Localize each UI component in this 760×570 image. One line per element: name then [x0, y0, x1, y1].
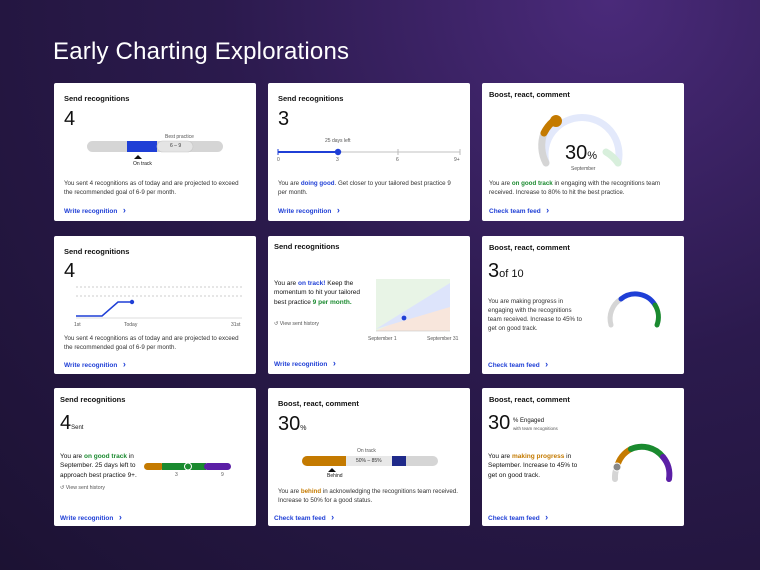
- card-title: Send recognitions: [278, 94, 344, 103]
- engagement-count: 3of 10: [488, 260, 524, 282]
- card-boost-segmented-arc: Boost, react, comment 30 % Engaged with …: [482, 388, 684, 526]
- write-recognition-link[interactable]: Write recognition: [60, 512, 122, 522]
- month-label: September: [571, 166, 596, 172]
- history-icon: ↺: [274, 321, 280, 327]
- view-history-link[interactable]: ↺ View sent history: [274, 321, 319, 327]
- recognition-count: 3: [278, 108, 290, 130]
- card-description: You sent 4 recognitions as of today and …: [64, 180, 239, 196]
- best-range: [156, 140, 194, 153]
- tick-label: 0: [277, 157, 280, 163]
- best-practice-label: Best practice: [165, 134, 194, 140]
- card-description: You are on good track in September. 25 d…: [60, 453, 137, 479]
- range-label: 50% – 85%: [356, 458, 382, 464]
- card-title: Send recognitions: [64, 247, 130, 256]
- marker-arrow: [134, 155, 142, 159]
- axis-label: Today: [124, 322, 138, 328]
- card-boost-gauge: Boost, react, comment 30% September You …: [482, 83, 684, 221]
- card-send-recognitions-area: Send recognitions You are on track! Keep…: [268, 236, 470, 374]
- card-title: Boost, react, comment: [489, 243, 570, 252]
- tick-label: 9+: [454, 157, 460, 163]
- write-recognition-link[interactable]: Write recognition: [278, 205, 340, 215]
- range-label: 6 – 9: [170, 143, 182, 149]
- history-icon: ↺: [60, 485, 66, 491]
- engagement-percent: 30: [488, 412, 511, 434]
- area-chart: [376, 279, 450, 332]
- segment-chart: [144, 462, 231, 471]
- arc-blue: [618, 291, 658, 308]
- gauge-track-blue: [541, 114, 623, 167]
- check-team-feed-link[interactable]: Check team feed: [488, 359, 548, 369]
- axis-label: 31st: [231, 322, 241, 328]
- card-title: Send recognitions: [274, 242, 340, 251]
- card-title: Send recognitions: [64, 94, 130, 103]
- card-description: You are on track! Keep the momentum to h…: [274, 280, 360, 306]
- card-send-recognitions-slider: Send recognitions 3 25 days left 0 3 6 9…: [268, 83, 470, 221]
- current-point: [401, 315, 407, 321]
- card-description: You are making progress in September. In…: [488, 453, 578, 479]
- card-description: You are doing good. Get closer to your t…: [278, 180, 451, 196]
- card-description: You are behind in acknowledging the reco…: [278, 488, 459, 504]
- arc-green: [652, 302, 661, 328]
- slider-knob: [334, 148, 342, 156]
- card-title: Boost, react, comment: [278, 399, 359, 408]
- tick-label: 6: [396, 157, 399, 163]
- progress-line: [76, 301, 132, 317]
- days-left-label: 25 days left: [325, 138, 351, 144]
- tick-label: 9: [221, 472, 224, 478]
- today-point: [129, 299, 135, 305]
- recognition-count: 4: [64, 260, 76, 282]
- engaged-label: % Engaged: [513, 418, 545, 424]
- engagement-percent: 30%: [278, 413, 307, 435]
- write-recognition-link[interactable]: Write recognition: [64, 359, 126, 369]
- arc-chart: [607, 291, 661, 328]
- card-description: You are on good track in engaging with t…: [489, 180, 661, 196]
- view-history-link[interactable]: ↺ View sent history: [60, 485, 105, 491]
- gauge-chart: [538, 114, 623, 167]
- tick-label: 3: [336, 157, 339, 163]
- card-title: Boost, react, comment: [489, 90, 570, 99]
- marker-label: On track: [133, 161, 152, 167]
- recognition-count: 4: [64, 108, 76, 130]
- card-send-recognitions-bar: Send recognitions 4 Best practice 6 – 9 …: [54, 83, 256, 221]
- card-title: Boost, react, comment: [489, 395, 570, 404]
- slider-chart: [277, 148, 461, 156]
- engagement-percent: 30%: [565, 142, 598, 164]
- segmented-arc-chart: [611, 443, 673, 482]
- axis-label: 1st: [74, 322, 81, 328]
- axis-label: September 1: [368, 336, 397, 342]
- range-bar-chart: [302, 456, 438, 472]
- bar-progress: [127, 141, 157, 152]
- card-boost-arc: Boost, react, comment 3of 10 You are mak…: [482, 236, 684, 374]
- range-bar-chart: [87, 140, 223, 159]
- check-team-feed-link[interactable]: Check team feed: [488, 512, 548, 522]
- line-chart: [76, 286, 242, 319]
- tick-label: 3: [175, 472, 178, 478]
- axis-label: September 31: [427, 336, 459, 342]
- write-recognition-link[interactable]: Write recognition: [64, 205, 126, 215]
- card-description: You sent 4 recognitions as of today and …: [64, 335, 239, 351]
- check-team-feed-link[interactable]: Check team feed: [274, 512, 334, 522]
- on-track-label: On track: [357, 448, 376, 454]
- page-title: Early Charting Explorations: [53, 38, 350, 65]
- card-send-recognitions-segments: Send recognitions 4Sent You are on good …: [54, 388, 256, 526]
- marker-arrow: [328, 468, 336, 472]
- card-description: You are making progress in engaging with…: [488, 298, 582, 332]
- card-title: Send recognitions: [60, 395, 126, 404]
- engaged-sub: with team recognitions: [513, 426, 558, 431]
- recognition-count: 4Sent: [60, 412, 84, 434]
- card-boost-range-bar: Boost, react, comment 30% On track 50% –…: [268, 388, 470, 526]
- check-team-feed-link[interactable]: Check team feed: [489, 205, 549, 215]
- write-recognition-link[interactable]: Write recognition: [274, 358, 336, 368]
- gauge-knob: [550, 115, 562, 127]
- bar-progress: [302, 456, 346, 466]
- card-send-recognitions-line: Send recognitions 4 1st Today 31st You s…: [54, 236, 256, 374]
- marker-label: Behind: [327, 473, 343, 479]
